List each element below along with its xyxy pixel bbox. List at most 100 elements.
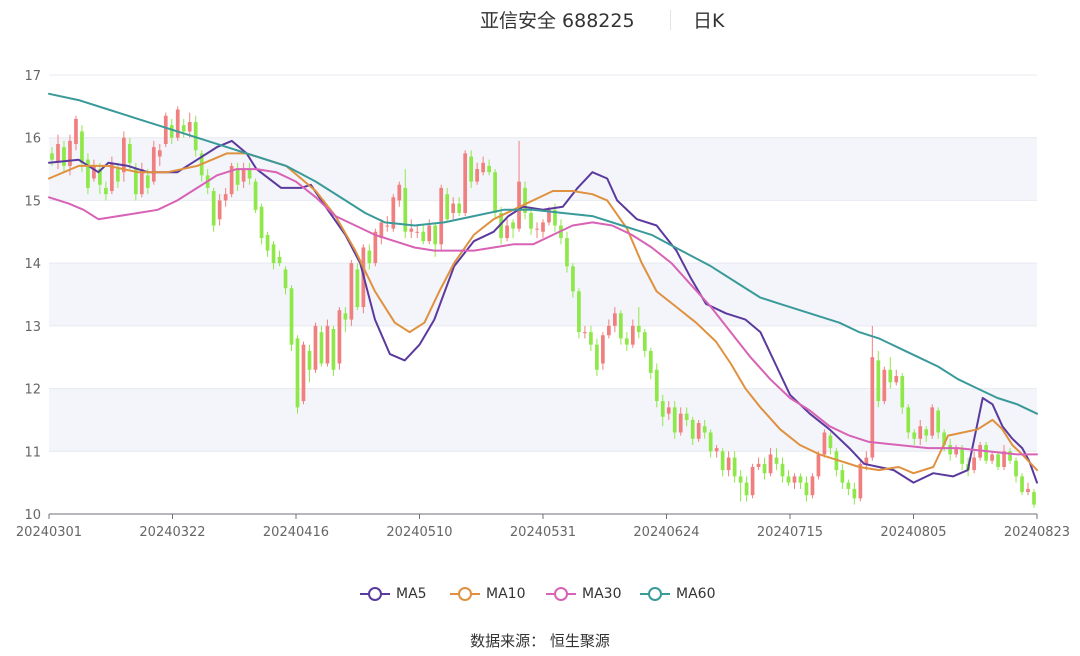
candle-down (367, 250, 372, 264)
candle-down (421, 231, 426, 242)
candle-down (804, 482, 809, 496)
grid-band (49, 451, 1037, 514)
candle-down (690, 419, 695, 439)
candle-down (355, 269, 360, 308)
candle-down (145, 175, 150, 188)
candle-up (475, 169, 479, 182)
candle-down (511, 222, 515, 229)
candle-up (463, 153, 468, 213)
candle-down (571, 266, 575, 292)
candle-down (499, 212, 503, 239)
legend-item-ma30[interactable]: MA30 (546, 582, 621, 606)
candle-up (768, 454, 773, 474)
candle-up (385, 225, 390, 227)
candle-down (307, 350, 312, 370)
legend-item-ma5[interactable]: MA5 (360, 582, 427, 606)
grid-band (49, 75, 1037, 138)
candle-up (301, 344, 306, 402)
candle-down (433, 225, 438, 245)
candle-up (630, 325, 635, 345)
candle-down (744, 482, 749, 496)
candle-up (750, 466, 755, 496)
candle-down (289, 288, 294, 345)
chart-title: 亚信安全 688225 日K (0, 6, 1080, 36)
candle-up (92, 165, 96, 179)
x-tick-label: 20240624 (633, 525, 699, 540)
candle-up (696, 423, 701, 439)
candle-down (133, 169, 138, 195)
candle-up (666, 407, 671, 414)
candle-up (990, 454, 994, 461)
candle-up (864, 457, 869, 464)
candle-down (660, 401, 665, 417)
candle-down (529, 212, 533, 229)
candle-down (732, 457, 737, 477)
candle-down (852, 488, 857, 499)
candle-up (612, 313, 617, 326)
y-tick-label: 17 (24, 69, 41, 84)
candle-down (277, 256, 282, 264)
candle-up (894, 376, 899, 383)
candle-down (181, 125, 186, 132)
candle-down (960, 448, 965, 464)
candle-down (493, 172, 497, 213)
candle-down (1032, 492, 1036, 505)
candle-up (607, 325, 611, 336)
candle-down (343, 313, 348, 320)
candle-up (313, 325, 318, 370)
candle-up (139, 169, 144, 195)
y-tick-label: 14 (24, 257, 41, 272)
candle-down (840, 470, 845, 483)
y-tick-label: 16 (24, 132, 41, 147)
candle-up (583, 332, 587, 334)
candle-down (738, 476, 743, 483)
candle-up (882, 369, 887, 402)
candle-down (702, 426, 707, 433)
legend-ma30-marker-icon (546, 587, 576, 601)
y-tick-label: 12 (24, 383, 41, 398)
grid-band (49, 263, 1037, 326)
candle-down (1008, 451, 1012, 461)
candle-down (624, 338, 629, 345)
candle-down (445, 194, 450, 220)
candle-down (403, 187, 408, 232)
candle-up (157, 150, 162, 157)
candle-up (379, 222, 384, 239)
legend-item-ma60[interactable]: MA60 (640, 582, 715, 606)
candle-up (541, 222, 545, 232)
candle-down (553, 209, 557, 226)
candle-down (247, 169, 252, 179)
candle-up (535, 228, 539, 230)
x-tick-label: 20240823 (1004, 525, 1070, 540)
candle-down (295, 338, 300, 408)
title-separator (670, 10, 671, 30)
legend-ma10-label: MA10 (486, 586, 526, 602)
candle-up (756, 463, 761, 467)
legend-item-ma10[interactable]: MA10 (450, 582, 525, 606)
candle-up (325, 325, 330, 364)
candle-up (229, 165, 234, 195)
candle-up (678, 413, 683, 433)
candle-up (816, 454, 821, 477)
candle-up (415, 231, 420, 233)
candle-up (121, 137, 126, 173)
candle-down (98, 169, 102, 185)
candle-down (984, 445, 988, 461)
candle-down (828, 435, 833, 449)
candle-up (547, 209, 551, 223)
candle-up (451, 203, 456, 213)
x-tick-label: 20240322 (139, 525, 205, 540)
candle-down (104, 187, 108, 195)
y-tick-label: 10 (24, 508, 41, 523)
legend-ma60-label: MA60 (676, 586, 716, 602)
candle-down (469, 156, 474, 182)
candle-down (62, 147, 66, 166)
candle-down (127, 143, 132, 163)
candle-up (241, 169, 246, 182)
candle-down (906, 407, 911, 433)
candle-down (654, 369, 659, 402)
candle-down (169, 125, 174, 138)
x-tick-label: 20240715 (757, 525, 823, 540)
candle-down (253, 181, 258, 210)
legend-ma60-marker-icon (640, 587, 670, 601)
